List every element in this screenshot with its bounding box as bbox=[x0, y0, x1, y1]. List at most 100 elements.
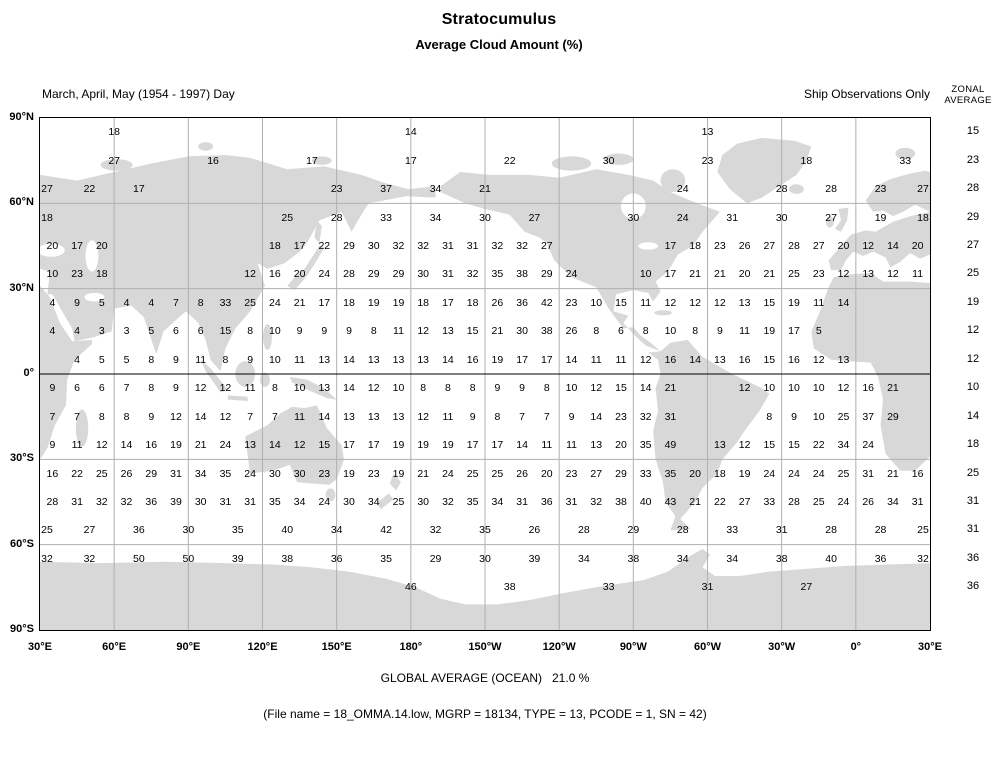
cell-value: 12 bbox=[664, 296, 677, 309]
cell-value: 11 bbox=[566, 439, 577, 452]
cell-value: 32 bbox=[639, 410, 652, 423]
cell-value: 32 bbox=[516, 240, 528, 252]
cell-value: 8 bbox=[123, 410, 130, 423]
cell-value: 36 bbox=[874, 552, 887, 565]
cell-value: 20 bbox=[738, 268, 751, 281]
cell-value: 13 bbox=[318, 353, 331, 366]
landmass-cuba bbox=[654, 310, 672, 316]
cell-value: 13 bbox=[714, 439, 726, 452]
zonal-average-header: ZONAL AVERAGE bbox=[938, 84, 998, 106]
cell-value: 39 bbox=[170, 496, 182, 508]
cell-value: 27 bbox=[917, 183, 929, 196]
cell-value: 21 bbox=[417, 467, 430, 480]
lat-tick-label: 30°S bbox=[10, 452, 34, 465]
cell-value: 21 bbox=[887, 382, 899, 395]
caspian-sea bbox=[85, 240, 99, 272]
lat-tick-label: 60°N bbox=[9, 196, 34, 209]
cell-value: 14 bbox=[343, 382, 355, 395]
cell-value: 23 bbox=[565, 467, 578, 480]
cell-value: 34 bbox=[837, 439, 850, 452]
cell-value: 19 bbox=[392, 467, 405, 480]
cell-value: 9 bbox=[716, 325, 723, 338]
cell-value: 20 bbox=[95, 240, 108, 252]
cell-value: 9 bbox=[74, 296, 80, 309]
cell-value: 26 bbox=[738, 240, 751, 252]
cell-value: 16 bbox=[46, 467, 59, 480]
cell-value: 33 bbox=[639, 467, 652, 480]
cell-value: 19 bbox=[367, 296, 380, 309]
cell-value: 22 bbox=[812, 439, 825, 452]
cell-value: 25 bbox=[812, 496, 825, 508]
cell-value: 14 bbox=[404, 126, 417, 139]
cell-value: 4 bbox=[123, 296, 130, 309]
cell-value: 18 bbox=[714, 467, 726, 480]
cell-value: 9 bbox=[321, 325, 328, 338]
cell-value: 16 bbox=[145, 439, 158, 452]
cell-value: 31 bbox=[775, 524, 788, 537]
cell-value: 8 bbox=[642, 325, 649, 338]
cell-value: 6 bbox=[98, 382, 105, 395]
cell-value: 11 bbox=[294, 410, 306, 423]
zonal-average-value: 27 bbox=[966, 239, 980, 251]
zonal-average-value: 15 bbox=[966, 125, 980, 138]
cell-value: 19 bbox=[343, 467, 355, 480]
cell-value: 9 bbox=[346, 325, 352, 338]
cell-value: 24 bbox=[318, 496, 331, 508]
cell-value: 18 bbox=[689, 240, 701, 252]
cell-value: 32 bbox=[491, 240, 504, 252]
cell-value: 31 bbox=[244, 496, 256, 508]
cell-value: 35 bbox=[380, 552, 392, 565]
cell-value: 27 bbox=[800, 581, 813, 594]
cell-value: 26 bbox=[491, 296, 504, 309]
cell-value: 25 bbox=[466, 467, 479, 480]
cell-value: 8 bbox=[766, 410, 773, 423]
cell-value: 37 bbox=[380, 183, 392, 196]
cell-value: 31 bbox=[701, 581, 714, 594]
cell-value: 19 bbox=[491, 353, 504, 366]
cell-value: 34 bbox=[194, 467, 207, 480]
cell-value: 22 bbox=[503, 154, 516, 167]
cell-value: 40 bbox=[639, 496, 652, 508]
cell-value: 33 bbox=[899, 154, 912, 167]
cell-value: 31 bbox=[565, 496, 578, 508]
cell-value: 12 bbox=[367, 382, 380, 395]
cell-value: 11 bbox=[739, 325, 751, 338]
cell-value: 11 bbox=[813, 296, 825, 309]
cell-value: 35 bbox=[479, 524, 491, 537]
zonal-average-value: 14 bbox=[966, 409, 980, 422]
cell-value: 16 bbox=[207, 154, 219, 167]
cell-value: 32 bbox=[417, 240, 430, 252]
cell-value: 8 bbox=[593, 325, 600, 338]
cell-value: 23 bbox=[874, 183, 887, 196]
cell-value: 24 bbox=[244, 467, 256, 480]
zonal-average-value: 36 bbox=[966, 551, 980, 564]
cell-value: 28 bbox=[775, 183, 788, 196]
lon-tick-label: 90°W bbox=[619, 641, 647, 653]
zonal-average-value: 29 bbox=[966, 210, 980, 223]
cell-value: 8 bbox=[247, 325, 254, 338]
zonal-average-value: 31 bbox=[966, 495, 980, 507]
cell-value: 11 bbox=[393, 325, 404, 338]
cell-value: 23 bbox=[701, 154, 714, 167]
cell-value: 29 bbox=[392, 268, 405, 281]
cell-value: 7 bbox=[543, 410, 550, 423]
cell-value: 24 bbox=[318, 268, 331, 281]
cell-value: 7 bbox=[271, 410, 278, 423]
cell-value: 13 bbox=[837, 353, 850, 366]
cell-value: 38 bbox=[775, 552, 788, 565]
cell-value: 10 bbox=[812, 382, 825, 395]
cell-value: 31 bbox=[219, 496, 232, 508]
cell-value: 31 bbox=[442, 268, 454, 281]
landmass-arctic-island bbox=[198, 142, 214, 151]
cell-value: 33 bbox=[602, 581, 615, 594]
cell-value: 7 bbox=[74, 410, 80, 423]
landmass-east-africa bbox=[40, 285, 92, 460]
cell-value: 36 bbox=[133, 524, 145, 537]
cell-value: 6 bbox=[197, 325, 204, 338]
cell-value: 27 bbox=[540, 240, 553, 252]
cell-value: 42 bbox=[380, 524, 392, 537]
zonal-average-value: 28 bbox=[966, 182, 980, 195]
cell-value: 12 bbox=[219, 410, 232, 423]
cell-value: 24 bbox=[565, 268, 578, 281]
cell-value: 17 bbox=[343, 439, 355, 452]
